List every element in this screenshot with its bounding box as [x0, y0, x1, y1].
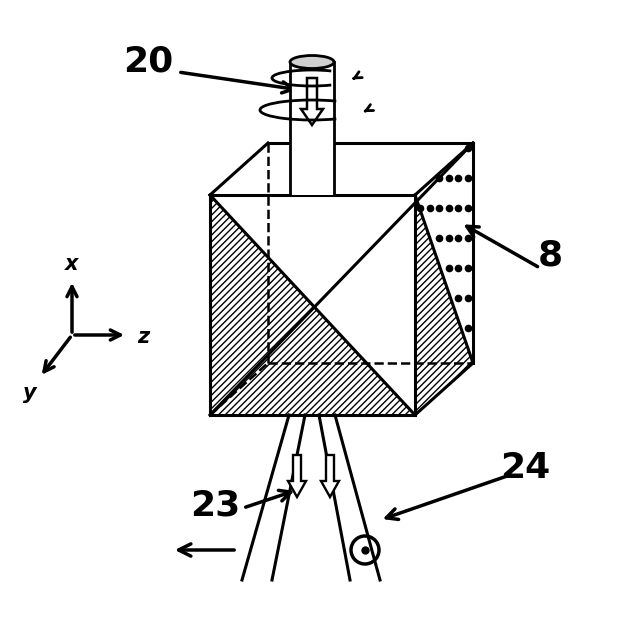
- Polygon shape: [210, 143, 473, 195]
- Text: y: y: [23, 383, 37, 403]
- Polygon shape: [321, 455, 339, 497]
- Text: z: z: [137, 327, 149, 347]
- Polygon shape: [210, 195, 415, 415]
- Polygon shape: [210, 195, 415, 415]
- Polygon shape: [288, 455, 306, 497]
- Polygon shape: [415, 143, 473, 363]
- Text: 20: 20: [123, 45, 173, 79]
- Polygon shape: [290, 62, 334, 195]
- Polygon shape: [301, 78, 323, 125]
- Polygon shape: [415, 143, 473, 415]
- Text: 23: 23: [190, 488, 240, 522]
- Text: 8: 8: [537, 238, 563, 272]
- Polygon shape: [415, 143, 473, 363]
- Text: x: x: [66, 254, 79, 274]
- Ellipse shape: [290, 56, 334, 68]
- Polygon shape: [415, 195, 473, 415]
- Text: 24: 24: [500, 451, 550, 485]
